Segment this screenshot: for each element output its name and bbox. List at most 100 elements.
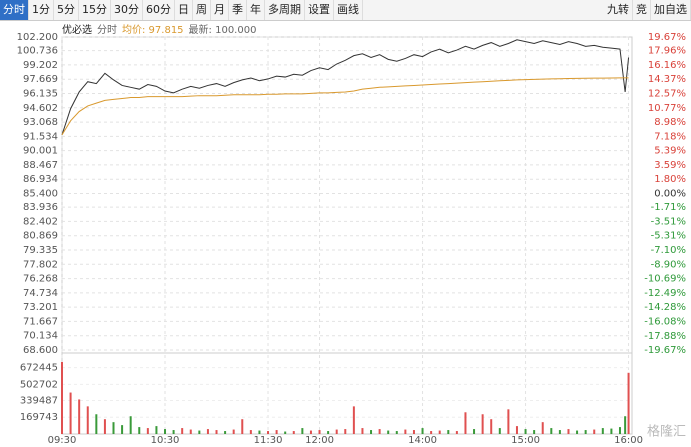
toolbar-button[interactable]: 竞 (633, 0, 651, 20)
volume-bar (232, 429, 235, 434)
volume-bar (129, 416, 132, 434)
volume-bar (370, 430, 373, 434)
y-tick-label: 82.402 (23, 216, 58, 227)
toolbar-button[interactable]: 多周期 (265, 0, 305, 20)
volume-bar (498, 428, 501, 434)
y-tick-label: 76.268 (23, 274, 58, 285)
y-tick-label: 68.600 (23, 345, 58, 356)
volume-bar (533, 430, 536, 434)
y2-tick-label: -14.28% (644, 302, 686, 313)
volume-bar (481, 414, 484, 434)
y-tick-label: 93.068 (23, 117, 58, 128)
x-tick-label: 12:00 (305, 435, 334, 446)
volume-tick-label: 339487 (20, 395, 58, 406)
volume-bar (267, 431, 270, 434)
y2-tick-label: -7.10% (651, 245, 686, 256)
y-tick-label: 71.667 (23, 316, 58, 327)
volume-bar (335, 429, 338, 434)
volume-bar (593, 429, 596, 434)
y2-tick-label: 16.16% (648, 60, 686, 71)
volume-bar (121, 425, 124, 434)
volume-bar (378, 429, 381, 434)
volume-bar (181, 428, 184, 434)
y2-tick-label: 3.59% (654, 160, 686, 171)
mode: 分时 (97, 25, 117, 36)
volume-bar (387, 430, 390, 434)
y2-tick-label: -3.51% (651, 216, 686, 227)
y-tick-label: 88.467 (23, 160, 58, 171)
x-tick-label: 15:00 (511, 435, 540, 446)
x-tick-label: 16:00 (614, 435, 643, 446)
toolbar-button[interactable]: 月 (211, 0, 229, 20)
volume-bar (541, 422, 544, 434)
volume-bar (601, 428, 604, 434)
volume-bar (421, 428, 424, 434)
volume-bar (309, 430, 312, 434)
x-tick-label: 10:30 (151, 435, 180, 446)
y2-tick-label: -10.69% (644, 274, 686, 285)
price-line (61, 39, 630, 135)
volume-bar (352, 406, 355, 434)
y-tick-label: 90.001 (23, 146, 58, 157)
y2-tick-label: -8.90% (651, 259, 686, 270)
last-price: 最新: 100.000 (188, 25, 257, 36)
volume-bar (412, 430, 415, 434)
avg-price: 均价: 97.815 (122, 25, 184, 36)
toolbar-button[interactable]: 15分 (79, 0, 111, 20)
toolbar: 分时 1分 5分 15分 30分 60分日周月季年多周期 设置 画线 九转竞加自选 (0, 0, 691, 21)
volume-bar (550, 428, 553, 434)
volume-bar (301, 428, 304, 434)
volume-bar (61, 361, 63, 434)
y-tick-label: 94.602 (23, 103, 58, 114)
volume-bar (164, 429, 167, 434)
toolbar-button[interactable]: 5分 (54, 0, 79, 20)
volume-bar (624, 416, 627, 434)
toolbar-button[interactable]: 周 (193, 0, 211, 20)
y-tick-label: 77.802 (23, 259, 58, 270)
toolbar-button[interactable]: 季 (229, 0, 247, 20)
toolbar-button[interactable]: 分时 (0, 0, 29, 20)
x-tick-label: 14:00 (408, 435, 437, 446)
volume-bar (103, 419, 106, 434)
toolbar-button[interactable]: 画线 (334, 0, 363, 20)
volume-bar (447, 430, 450, 434)
toolbar-right: 九转竞加自选 (604, 0, 691, 20)
y2-tick-label: -16.08% (644, 316, 686, 327)
volume-bar (344, 429, 347, 434)
volume-bar (258, 430, 261, 434)
y2-tick-label: 10.77% (648, 103, 686, 114)
volume-bar (404, 429, 407, 434)
y-tick-label: 96.135 (23, 88, 58, 99)
y2-tick-label: -19.67% (644, 345, 686, 356)
volume-bar (284, 431, 287, 434)
toolbar-button[interactable]: 日 (175, 0, 193, 20)
volume-bar (172, 430, 175, 434)
y-tick-label: 100.736 (17, 46, 58, 57)
toolbar-button[interactable]: 30分 (111, 0, 143, 20)
y-tick-label: 86.934 (23, 174, 58, 185)
volume-bar (112, 422, 115, 434)
volume-bar (206, 429, 209, 434)
y-tick-label: 83.936 (23, 202, 58, 213)
toolbar-button[interactable]: 九转 (604, 0, 633, 20)
volume-bar (327, 431, 330, 434)
volume-bar (318, 430, 321, 434)
volume-bar (224, 431, 227, 434)
volume-bar (455, 431, 458, 434)
volume-bar (155, 426, 158, 434)
toolbar-button[interactable]: 设置 (305, 0, 334, 20)
toolbar-button[interactable]: 60分 (143, 0, 175, 20)
toolbar-button[interactable]: 1分 (29, 0, 54, 20)
volume-bar (95, 414, 98, 434)
y-tick-label: 80.869 (23, 231, 58, 242)
toolbar-button[interactable]: 年 (247, 0, 265, 20)
y2-tick-label: 1.80% (654, 174, 686, 185)
y-tick-label: 97.669 (23, 74, 58, 85)
volume-bar (558, 430, 561, 434)
volume-bar (69, 392, 72, 434)
y2-tick-label: 17.96% (648, 46, 686, 57)
volume-bar (189, 429, 192, 434)
y2-tick-label: -17.88% (644, 331, 686, 342)
volume-bar (576, 430, 579, 434)
